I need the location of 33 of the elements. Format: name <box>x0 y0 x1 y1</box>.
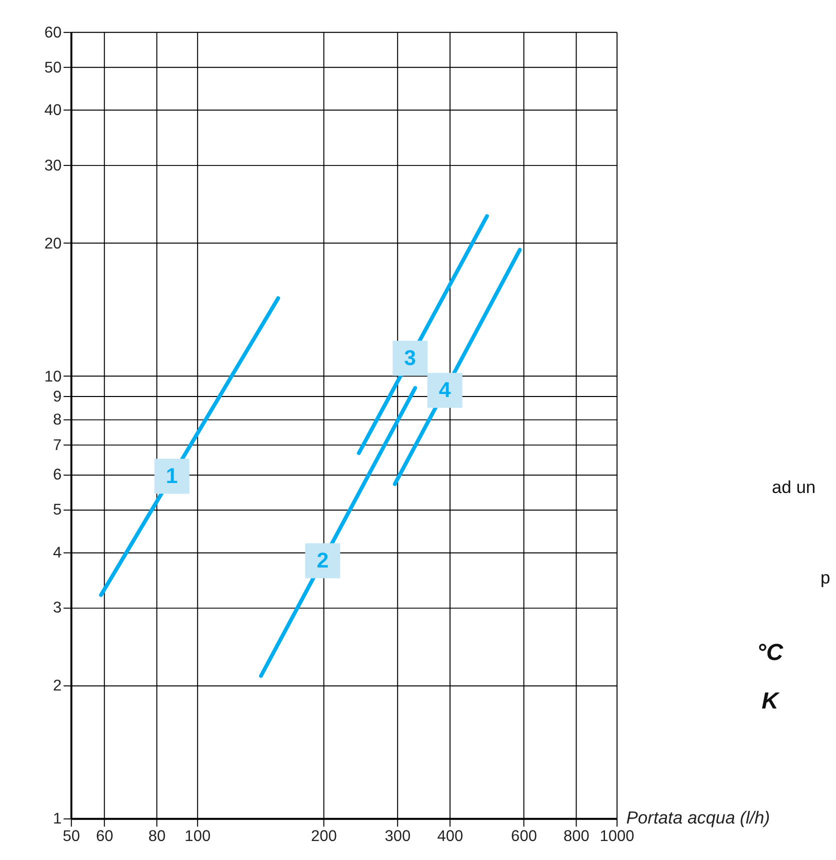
x-tick-label: 800 <box>563 828 590 846</box>
x-tick-label: 100 <box>184 828 211 846</box>
y-tick-label: 60 <box>44 24 62 42</box>
y-tick-label: 40 <box>44 102 62 120</box>
x-tick-label: 300 <box>384 828 412 846</box>
y-tick-label: 5 <box>53 502 62 519</box>
y-tick-label: 50 <box>44 59 62 76</box>
text: p <box>820 567 830 588</box>
x-tick-label: 400 <box>437 828 464 846</box>
y-tick-label: 3 <box>53 600 62 617</box>
series-label: 2 <box>316 548 329 573</box>
y-tick-label: 20 <box>44 235 62 252</box>
y-tick-label: 4 <box>53 544 62 562</box>
x-tick-label: 1000 <box>600 828 635 846</box>
y-tick-label: 1 <box>53 810 62 828</box>
series-label: 3 <box>404 346 416 370</box>
y-tick-label: 2 <box>53 678 62 695</box>
y-tick-label: 10 <box>44 368 62 386</box>
y-tick-label: 30 <box>44 157 62 174</box>
text: K <box>762 688 781 714</box>
y-tick-label: 6 <box>53 466 62 484</box>
y-tick-label: 9 <box>53 388 62 406</box>
series-label: 4 <box>438 378 451 402</box>
x-tick-label: 80 <box>148 828 166 846</box>
x-tick-label: 600 <box>511 828 538 846</box>
x-tick-label: 60 <box>96 828 114 846</box>
text: °C <box>756 639 784 666</box>
y-tick-label: 8 <box>53 411 62 428</box>
x-tick-label: 200 <box>310 828 338 846</box>
text: ad un <box>772 477 816 498</box>
y-tick-label: 7 <box>53 436 62 454</box>
x-axis-title: Portata acqua (l/h) <box>626 807 770 828</box>
series-label: 1 <box>166 464 178 488</box>
